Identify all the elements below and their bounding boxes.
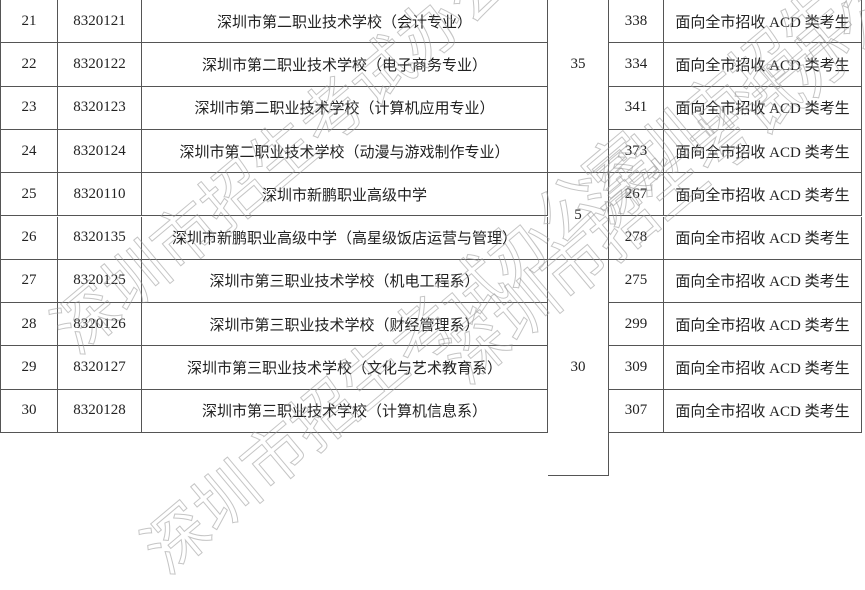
row-number: 27 (1, 259, 58, 304)
min-score: 338 (609, 0, 664, 44)
school-name: 深圳市第二职业技术学校（动漫与游戏制作专业） (142, 129, 548, 174)
admission-scope: 面向全市招收 ACD 类考生 (664, 43, 862, 87)
row-number: 22 (1, 43, 58, 87)
min-score: 307 (609, 389, 664, 433)
row-number: 21 (1, 0, 58, 44)
admission-code: 8320128 (58, 389, 142, 433)
admission-scope: 面向全市招收 ACD 类考生 (664, 86, 862, 130)
school-name: 深圳市新鹏职业高级中学（高星级饭店运营与管理） (142, 216, 548, 260)
admission-code: 8320127 (58, 346, 142, 390)
admission-code: 8320123 (58, 86, 142, 130)
school-name: 深圳市第三职业技术学校（财经管理系） (142, 303, 548, 347)
admission-code: 8320121 (58, 0, 142, 44)
min-score: 278 (609, 216, 664, 260)
row-number: 23 (1, 86, 58, 130)
quota-cell: 35 (548, 0, 609, 174)
school-name: 深圳市第二职业技术学校（电子商务专业） (142, 43, 548, 87)
school-name: 深圳市第三职业技术学校（计算机信息系） (142, 389, 548, 433)
min-score: 373 (609, 129, 664, 174)
admission-code: 8320124 (58, 129, 142, 174)
admission-scope: 面向全市招收 ACD 类考生 (664, 0, 862, 44)
admission-scope: 面向全市招收 ACD 类考生 (664, 389, 862, 433)
school-name: 深圳市第二职业技术学校（会计专业） (142, 0, 548, 44)
row-number: 25 (1, 173, 58, 217)
admission-code: 8320126 (58, 303, 142, 347)
admission-scope: 面向全市招收 ACD 类考生 (664, 303, 862, 347)
admission-table: 21 8320121 深圳市第二职业技术学校（会计专业） 338 面向全市招收 ACD … (0, 0, 862, 477)
min-score: 341 (609, 86, 664, 130)
admission-code: 8320110 (58, 173, 142, 217)
min-score: 275 (609, 259, 664, 304)
admission-scope: 面向全市招收 ACD 类考生 (664, 216, 862, 260)
admission-scope: 面向全市招收 ACD 类考生 (664, 129, 862, 174)
min-score: 334 (609, 43, 664, 87)
row-number: 24 (1, 129, 58, 174)
row-number: 28 (1, 303, 58, 347)
admission-code: 8320122 (58, 43, 142, 87)
school-name: 深圳市第三职业技术学校（机电工程系） (142, 259, 548, 304)
quota-cell: 5 (548, 173, 609, 260)
admission-scope: 面向全市招收 ACD 类考生 (664, 173, 862, 217)
row-number: 26 (1, 216, 58, 260)
school-name: 深圳市第二职业技术学校（计算机应用专业） (142, 86, 548, 130)
min-score: 267 (609, 173, 664, 217)
admission-code: 8320135 (58, 216, 142, 260)
school-name: 深圳市第三职业技术学校（文化与艺术教育系） (142, 346, 548, 390)
min-score: 309 (609, 346, 664, 390)
school-name: 深圳市新鹏职业高级中学 (142, 173, 548, 217)
admission-scope: 面向全市招收 ACD 类考生 (664, 346, 862, 390)
min-score: 299 (609, 303, 664, 347)
row-number: 30 (1, 389, 58, 433)
quota-cell: 30 (548, 259, 609, 477)
admission-scope: 面向全市招收 ACD 类考生 (664, 259, 862, 304)
row-number: 29 (1, 346, 58, 390)
admission-code: 8320125 (58, 259, 142, 304)
